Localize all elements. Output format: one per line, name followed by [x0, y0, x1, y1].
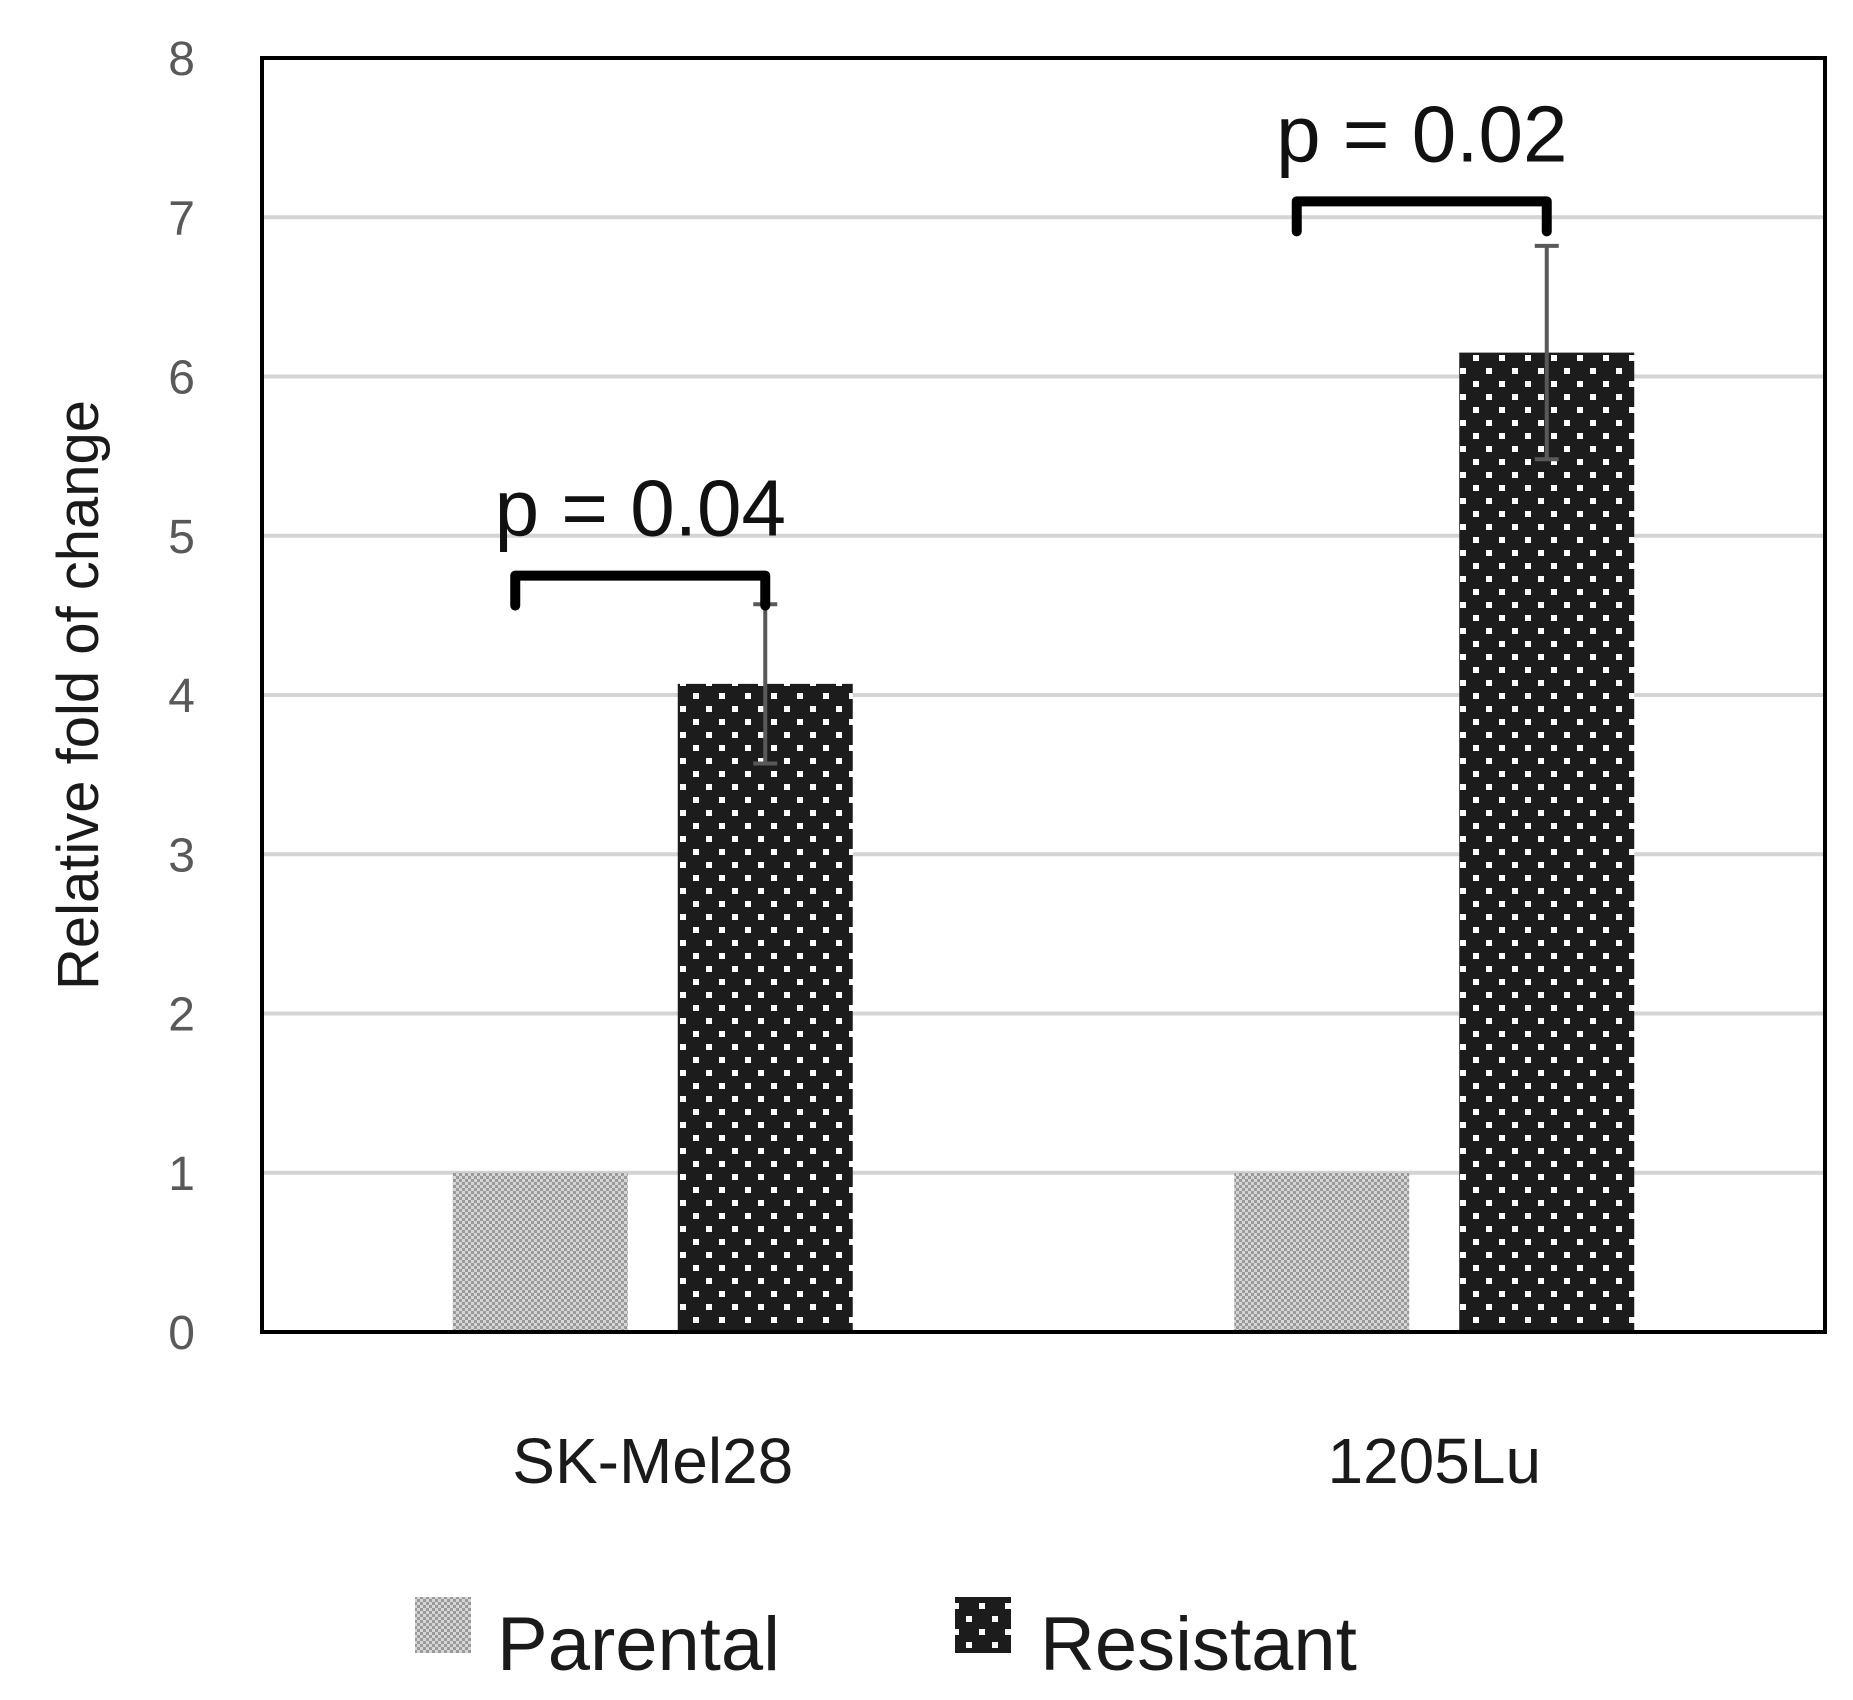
bar-parental-1 [1234, 1172, 1410, 1332]
y-tick-label: 1 [168, 1148, 195, 1201]
bar-resistant-1 [1459, 352, 1635, 1332]
bars [452, 352, 1635, 1332]
significance-annotations: p = 0.04 p = 0.02 [495, 89, 1567, 611]
y-tick-label: 8 [168, 33, 195, 86]
gridlines [262, 215, 1825, 1175]
x-category-label: SK-Mel28 [512, 1425, 793, 1497]
legend-label-resistant: Resistant [1040, 1602, 1357, 1687]
significance-bracket [510, 570, 771, 611]
bar-parental-0 [452, 1172, 628, 1332]
y-tick-label: 5 [168, 511, 195, 564]
y-tick-labels: 0 1 2 3 4 5 6 7 8 [168, 33, 195, 1360]
y-tick-label: 7 [168, 192, 195, 245]
y-tick-label: 3 [168, 829, 195, 882]
y-tick-label: 4 [168, 670, 195, 723]
plot-frame [260, 56, 1827, 1334]
legend-label-parental: Parental [497, 1602, 780, 1687]
y-tick-label: 6 [168, 352, 195, 405]
legend: Parental Resistant [415, 1597, 1357, 1687]
bar-resistant-0 [677, 683, 853, 1332]
legend-swatch-resistant [955, 1597, 1011, 1653]
p-value-label: p = 0.02 [1276, 89, 1567, 178]
legend-swatch-parental [415, 1597, 471, 1653]
x-category-labels: SK-Mel28 1205Lu [512, 1425, 1541, 1497]
p-value-label: p = 0.04 [495, 464, 786, 553]
error-bars [753, 243, 1559, 766]
significance-bracket [1291, 196, 1552, 237]
y-tick-label: 0 [168, 1307, 195, 1360]
y-tick-label: 2 [168, 989, 195, 1042]
y-axis-title: Relative fold of change [46, 400, 111, 990]
x-category-label: 1205Lu [1327, 1425, 1541, 1497]
